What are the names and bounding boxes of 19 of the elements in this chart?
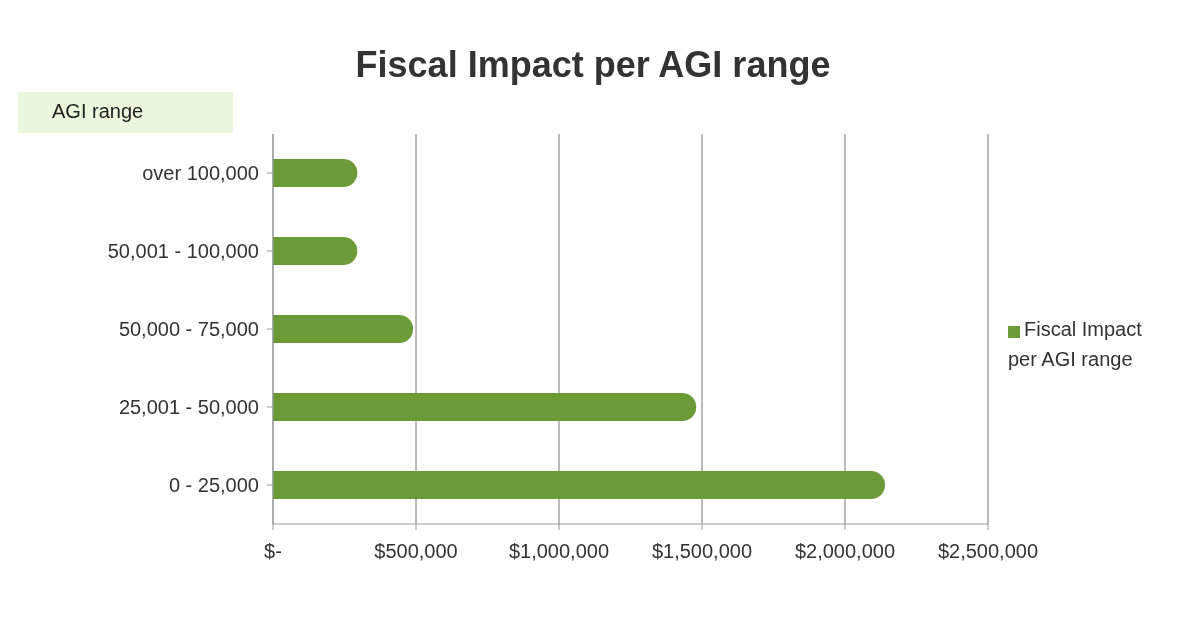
bar bbox=[273, 159, 358, 187]
x-tick-label: $2,000,000 bbox=[794, 540, 896, 563]
bar bbox=[273, 471, 886, 499]
x-tick-label: $1,000,000 bbox=[508, 540, 610, 563]
x-tick-label: $- bbox=[264, 540, 282, 563]
bar bbox=[273, 393, 697, 421]
y-axis-title: AGI range bbox=[18, 92, 234, 133]
y-tick-label: 25,001 - 50,000 bbox=[118, 396, 259, 419]
y-tick-label: 50,001 - 100,000 bbox=[107, 240, 259, 263]
y-tick-label: 0 - 25,000 bbox=[168, 474, 259, 497]
x-tick-label: $500,000 bbox=[374, 540, 458, 563]
bar bbox=[273, 315, 414, 343]
x-tick-label: $1,500,000 bbox=[651, 540, 753, 563]
bar bbox=[273, 237, 358, 265]
legend-label: Fiscal Impact per AGI range bbox=[1008, 318, 1142, 370]
x-tick-label: $2,500,000 bbox=[937, 540, 1039, 563]
y-tick-label: 50,000 - 75,000 bbox=[118, 318, 259, 341]
chart-title: Fiscal Impact per AGI range bbox=[354, 43, 832, 87]
y-tick-label: over 100,000 bbox=[142, 162, 259, 185]
